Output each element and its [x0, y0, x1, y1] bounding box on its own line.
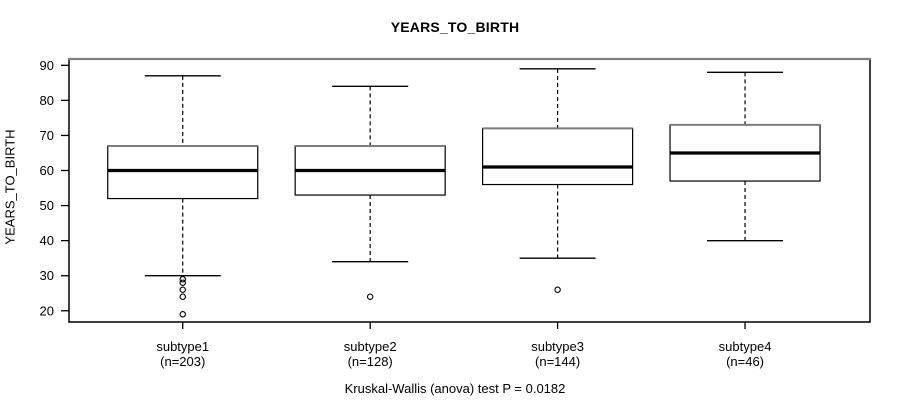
group-sublabel: (n=203): [160, 354, 205, 369]
group-sublabel: (n=128): [348, 354, 393, 369]
y-axis-title: YEARS_TO_BIRTH: [2, 129, 18, 245]
y-tick-label: 60: [40, 163, 54, 178]
y-tick-label: 80: [40, 93, 54, 108]
y-tick-label: 50: [40, 198, 54, 213]
outlier-point: [366, 293, 374, 301]
y-tick-label: 90: [40, 58, 54, 73]
outlier-point: [554, 286, 561, 293]
group-sublabel: (n=144): [535, 354, 580, 369]
outlier-point: [179, 279, 186, 286]
iqr-box: [482, 127, 634, 186]
statistical-test-caption: Kruskal-Wallis (anova) test P = 0.0182: [344, 381, 566, 396]
y-tick-label: 40: [40, 233, 54, 248]
group-label: subtype4: [719, 339, 772, 354]
y-tick-label: 70: [40, 128, 54, 143]
chart-title: YEARS_TO_BIRTH: [390, 19, 520, 35]
group-sublabel: (n=46): [726, 354, 764, 369]
iqr-box: [107, 145, 259, 200]
y-tick-label: 20: [40, 303, 54, 318]
y-tick-label: 30: [40, 268, 54, 283]
outlier-point: [179, 311, 186, 318]
outlier-point: [179, 293, 186, 301]
group-label: subtype3: [531, 339, 584, 354]
outlier-point: [179, 275, 186, 283]
group-label: subtype1: [156, 339, 209, 354]
group-label: subtype2: [344, 339, 397, 354]
outlier-point: [179, 286, 186, 293]
